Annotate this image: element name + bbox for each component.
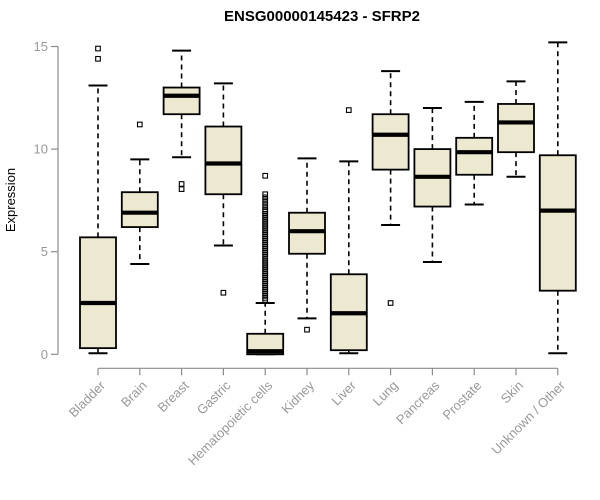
x-tick-label: Lung [370,378,401,409]
box-breast [162,49,201,192]
box-skin [497,80,535,178]
outlier-point [262,172,269,179]
outlier-point [345,107,352,113]
outlier-point [262,194,269,201]
outlier-point [220,289,227,296]
y-tick-label: 15 [34,39,48,54]
outlier-point [95,55,101,62]
y-tick-label: 10 [34,142,48,157]
y-axis: 0 5 10 15 [34,39,59,362]
x-tick-label: Brain [118,378,150,410]
outlier-point [262,297,269,303]
outlier-point [262,200,269,207]
x-tick-label: Breast [155,378,192,415]
x-tick-label: Bladder [66,377,109,420]
x-tick-label: Pancreas [393,377,443,427]
outlier-point [95,45,101,52]
chart-title: ENSG00000145423 - SFRP2 [224,8,420,25]
x-tick-label: Unknown / Other [488,377,568,457]
outlier-point [304,326,310,333]
box-pancreas [413,107,452,263]
outlier-point [262,191,269,198]
outlier-point [178,181,185,187]
x-tick-label: Skin [498,378,526,406]
box-prostate [455,100,494,206]
y-axis-label: Expression [3,168,18,232]
x-tick-label: Liver [328,377,359,408]
outlier-point [178,186,185,192]
x-tick-label: Prostate [439,378,484,423]
box-bladder [79,45,117,355]
box-brain [120,121,159,266]
box-gastric [204,82,243,296]
box-hematopoietic-cells [246,172,285,356]
x-tick-label: Gastric [194,377,234,417]
x-tick-label: Kidney [278,377,317,416]
outlier-point [262,197,269,204]
outlier-point [262,203,269,210]
y-tick-label: 0 [41,347,48,362]
y-tick-label: 5 [41,244,48,259]
outlier-point [387,300,394,306]
box-liver [329,107,368,355]
box-kidney [288,157,326,333]
box-unknown-other [538,41,577,355]
box-lung [371,70,410,306]
outlier-point [136,121,143,128]
